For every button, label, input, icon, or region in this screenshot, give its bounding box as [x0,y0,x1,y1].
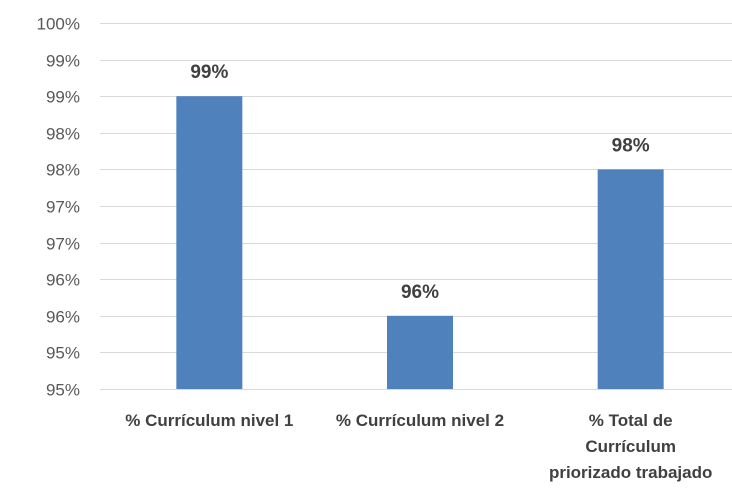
data-label: 96% [401,282,439,303]
y-tick-label: 98% [46,161,80,180]
y-tick-label: 97% [46,235,80,254]
bar [387,315,453,389]
y-tick-label: 95% [46,344,80,363]
category-label: % Total de [589,411,673,430]
bars [176,96,664,389]
x-axis-categories: % Currículum nivel 1 % Currículum nivel 2… [125,411,712,482]
category-label: Currículum [585,437,676,456]
y-tick-label: 98% [46,125,80,144]
bar [597,169,664,389]
y-tick-label: 96% [46,271,80,290]
data-label: 99% [190,62,228,83]
y-tick-label: 99% [46,88,80,107]
category-label: priorizado trabajado [549,463,712,482]
y-tick-label: 96% [46,308,80,327]
data-label: 98% [612,135,650,156]
y-tick-label: 100% [37,15,80,34]
category-label: % Currículum nivel 1 [125,411,293,430]
y-tick-label: 95% [46,381,80,400]
y-tick-label: 97% [46,198,80,217]
y-axis-ticks: 95% 95% 96% 96% 97% 97% 98% 98% 99% 99% 100% [37,15,80,400]
data-labels: 99% 96% 98% [190,62,649,303]
y-tick-label: 99% [46,52,80,71]
category-label: % Currículum nivel 2 [336,411,504,430]
bar [176,96,243,389]
